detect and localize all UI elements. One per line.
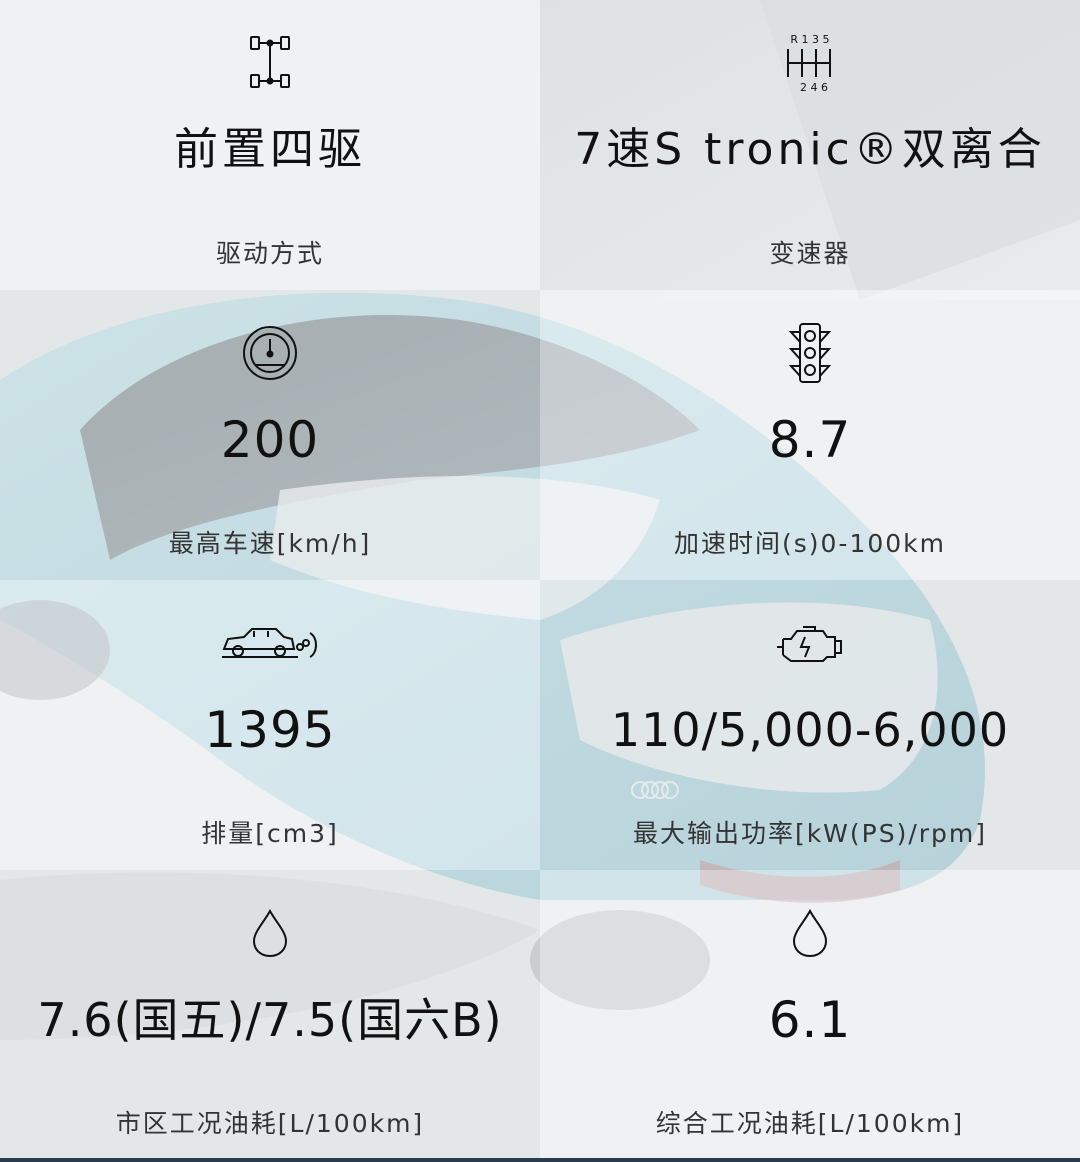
- engine-icon: [540, 610, 1080, 676]
- spec-cell-transmission: R 1 3 5 2 4 6 7速S tronic®双离合 变速器: [540, 0, 1080, 290]
- drivetrain-icon: [0, 30, 540, 96]
- spec-label: 加速时间(s)0-100km: [673, 529, 946, 558]
- spec-label: 最大输出功率[kW(PS)/rpm]: [632, 819, 988, 848]
- gear-pattern-top: R 1 3 5: [790, 33, 829, 46]
- spec-value: 6.1: [768, 991, 852, 1049]
- spec-label: 排量[cm3]: [201, 819, 339, 848]
- traffic-light-icon: [540, 320, 1080, 386]
- spec-label: 变速器: [769, 239, 851, 268]
- spec-label: 市区工况油耗[L/100km]: [115, 1109, 425, 1138]
- fuel-drop-icon: [540, 900, 1080, 966]
- spec-value: 1395: [204, 701, 336, 759]
- spec-cell-top-speed: 200 最高车速[km/h]: [0, 290, 540, 580]
- spec-cell-urban-fuel: 7.6(国五)/7.5(国六B) 市区工况油耗[L/100km]: [0, 870, 540, 1158]
- spec-label: 最高车速[km/h]: [168, 529, 372, 558]
- spec-cell-acceleration: 8.7 加速时间(s)0-100km: [540, 290, 1080, 580]
- spec-cell-power: 110/5,000-6,000 最大输出功率[kW(PS)/rpm]: [540, 580, 1080, 870]
- spec-value: 8.7: [768, 411, 852, 469]
- spec-cell-drivetrain: 前置四驱 驱动方式: [0, 0, 540, 290]
- bottom-bar: [0, 1158, 1080, 1162]
- gear-pattern-bottom: 2 4 6: [800, 81, 828, 94]
- spec-value: 7.6(国五)/7.5(国六B): [37, 993, 503, 1047]
- spec-value: 110/5,000-6,000: [610, 703, 1010, 757]
- spec-value: 7速S tronic®双离合: [574, 124, 1046, 175]
- gearbox-icon: R 1 3 5 2 4 6: [540, 30, 1080, 96]
- car-exhaust-icon: [0, 610, 540, 676]
- spec-cell-combined-fuel: 6.1 综合工况油耗[L/100km]: [540, 870, 1080, 1158]
- spec-label: 驱动方式: [215, 239, 324, 268]
- speedometer-icon: [0, 320, 540, 386]
- fuel-drop-icon: [0, 900, 540, 966]
- spec-label: 综合工况油耗[L/100km]: [655, 1109, 965, 1138]
- spec-value: 前置四驱: [174, 124, 366, 175]
- spec-cell-displacement: 1395 排量[cm3]: [0, 580, 540, 870]
- spec-value: 200: [220, 411, 320, 469]
